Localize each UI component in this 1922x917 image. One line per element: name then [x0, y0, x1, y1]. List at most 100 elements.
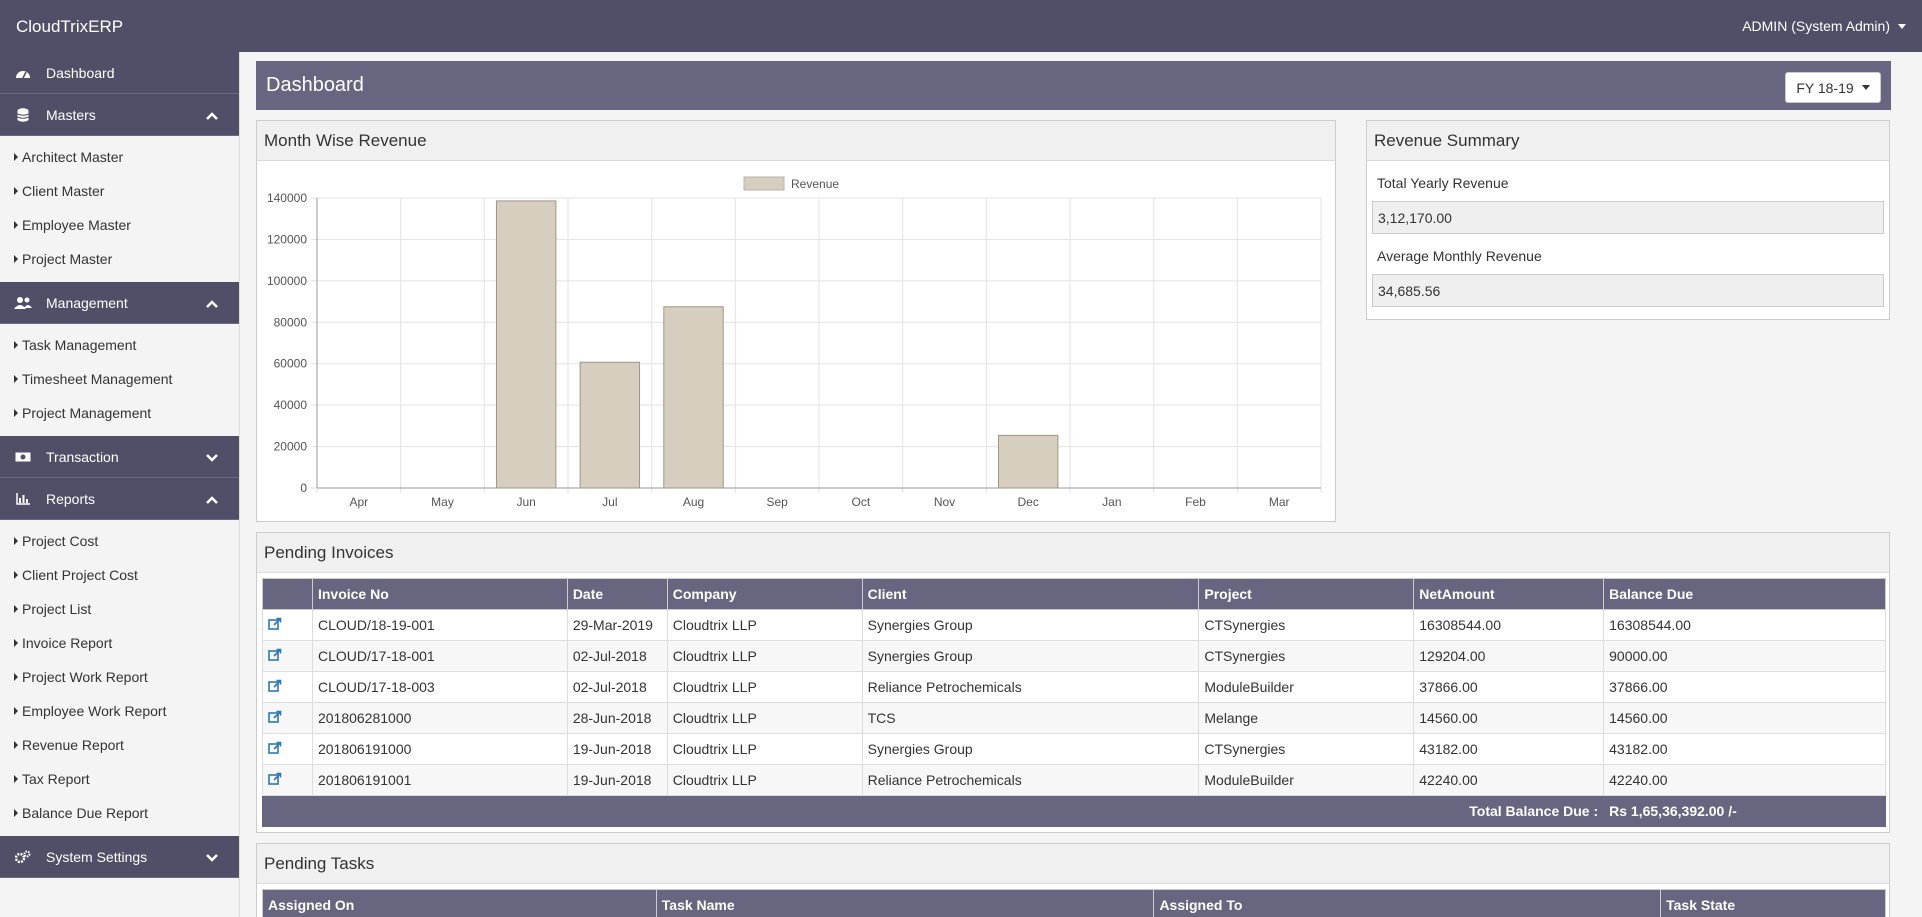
sidebar-item-label: Invoice Report [22, 635, 113, 651]
user-name: ADMIN (System Admin) [1742, 18, 1890, 34]
sidebar-item-tax-report[interactable]: Tax Report [0, 762, 239, 796]
sidebar-item-timesheet-management[interactable]: Timesheet Management [0, 362, 239, 396]
table-cell: 19-Jun-2018 [566, 733, 668, 765]
external-link-icon[interactable] [268, 679, 282, 693]
total-balance-due-value: Rs 1,65,36,392.00 /- [1603, 795, 1886, 827]
legend-swatch [743, 176, 785, 191]
sidebar-item-dashboard[interactable]: Dashboard [0, 52, 239, 94]
table-cell: Cloudtrix LLP [666, 733, 863, 765]
sidebar-item-label: Client Project Cost [22, 567, 138, 583]
pending-tasks-table: Assigned On Task Name Assigned To Task S… [262, 889, 1886, 917]
table-cell: 29-Mar-2019 [566, 609, 668, 641]
user-menu[interactable]: ADMIN (System Admin) [1742, 18, 1906, 34]
sidebar-item-client-project-cost[interactable]: Client Project Cost [0, 558, 239, 592]
external-link-icon[interactable] [268, 617, 282, 631]
page-title: Dashboard [266, 74, 364, 96]
sidebar-item-architect-master[interactable]: Architect Master [0, 140, 239, 174]
sidebar-group-management[interactable]: Management [0, 282, 239, 324]
pending-tasks-panel: Pending Tasks Assigned On Task Name Assi… [256, 843, 1890, 917]
sidebar-item-project-work-report[interactable]: Project Work Report [0, 660, 239, 694]
caret-right-icon [14, 571, 18, 579]
table-cell: 02-Jul-2018 [566, 640, 668, 672]
caret-right-icon [14, 673, 18, 681]
caret-right-icon [14, 741, 18, 749]
caret-right-icon [14, 775, 18, 783]
table-cell: CLOUD/17-18-001 [311, 640, 568, 672]
revenue-chart: 0 20000 40000 60000 80000 100000 120000 140000 A… [267, 176, 1322, 509]
chevron-up-icon [205, 492, 219, 508]
open-invoice-cell [262, 764, 313, 796]
sidebar-item-client-master[interactable]: Client Master [0, 174, 239, 208]
column-header[interactable]: NetAmount [1413, 578, 1605, 610]
month-wise-revenue-panel: Month Wise Revenue 0 20000 40000 60000 80000… [256, 120, 1336, 522]
sidebar-item-revenue-report[interactable]: Revenue Report [0, 728, 239, 762]
sidebar-item-label: Revenue Report [22, 737, 124, 753]
column-header[interactable]: Client [861, 578, 1200, 610]
table-cell: 43182.00 [1603, 733, 1886, 765]
sidebar-item-task-management[interactable]: Task Management [0, 328, 239, 362]
sidebar-item-balance-due-report[interactable]: Balance Due Report [0, 796, 239, 830]
table-cell: Reliance Petrochemicals [861, 671, 1200, 703]
table-row: CLOUD/17-18-003 02-Jul-2018 Cloudtrix LLP R… [262, 671, 1886, 703]
page-header: Dashboard FY 18-19 [256, 61, 1891, 110]
sidebar-item-project-cost[interactable]: Project Cost [0, 524, 239, 558]
y-tick-label: 100000 [267, 274, 307, 288]
sidebar-item-project-master[interactable]: Project Master [0, 242, 239, 276]
sidebar-item-employee-master[interactable]: Employee Master [0, 208, 239, 242]
bar-dec [997, 434, 1059, 489]
column-header[interactable]: Date [566, 578, 668, 610]
sidebar-item-project-management[interactable]: Project Management [0, 396, 239, 430]
sidebar-item-label: Project Cost [22, 533, 99, 549]
table-cell: 16308544.00 [1413, 609, 1605, 641]
pending-invoices-panel: Pending Invoices Invoice No Date Company… [256, 532, 1890, 833]
table-cell: 129204.00 [1413, 640, 1605, 672]
caret-right-icon [14, 153, 18, 161]
table-cell: 02-Jul-2018 [566, 671, 668, 703]
caret-right-icon [14, 809, 18, 817]
chevron-down-icon [205, 850, 219, 866]
app-brand[interactable]: CloudTrixERP [16, 17, 124, 36]
caret-down-icon [1861, 85, 1870, 90]
column-header[interactable]: Task Name [655, 889, 1155, 917]
chevron-down-icon [205, 450, 219, 466]
column-header[interactable]: Project [1198, 578, 1415, 610]
x-tick-label: Mar [1269, 495, 1290, 509]
external-link-icon[interactable] [268, 648, 282, 662]
sidebar-item-invoice-report[interactable]: Invoice Report [0, 626, 239, 660]
sidebar-item-label: Reports [46, 490, 96, 507]
column-header[interactable]: Invoice No [311, 578, 568, 610]
column-header[interactable]: Task State [1660, 889, 1886, 917]
caret-right-icon [14, 409, 18, 417]
sidebar-group-transaction[interactable]: Transaction [0, 436, 239, 478]
column-header[interactable]: Company [666, 578, 863, 610]
sidebar-item-label: Project Work Report [22, 669, 148, 685]
external-link-icon[interactable] [268, 741, 282, 755]
management-submenu: Task Management Timesheet Management Pro… [0, 324, 239, 436]
external-link-icon[interactable] [268, 772, 282, 786]
open-invoice-cell [262, 702, 313, 734]
sidebar-group-masters[interactable]: Masters [0, 94, 239, 136]
sidebar-item-employee-work-report[interactable]: Employee Work Report [0, 694, 239, 728]
table-cell: 42240.00 [1413, 764, 1605, 796]
fiscal-year-dropdown[interactable]: FY 18-19 [1785, 72, 1881, 103]
x-tick-label: Feb [1185, 495, 1206, 509]
sidebar-item-project-list[interactable]: Project List [0, 592, 239, 626]
table-header-row: Invoice No Date Company Client Project N… [262, 578, 1886, 610]
column-header[interactable]: Assigned To [1153, 889, 1662, 917]
table-cell: CLOUD/17-18-003 [311, 671, 568, 703]
fiscal-year-value: FY 18-19 [1796, 79, 1854, 96]
table-cell: Melange [1198, 702, 1415, 734]
table-cell: 90000.00 [1603, 640, 1886, 672]
column-header[interactable]: Balance Due [1603, 578, 1886, 610]
users-icon [14, 296, 32, 310]
sidebar-group-reports[interactable]: Reports [0, 478, 239, 520]
sidebar-item-label: Dashboard [46, 64, 115, 81]
external-link-icon[interactable] [268, 710, 282, 724]
bar-chart-icon [14, 492, 32, 506]
table-cell: Synergies Group [861, 640, 1200, 672]
column-header[interactable]: Assigned On [262, 889, 657, 917]
sidebar-group-system-settings[interactable]: System Settings [0, 836, 239, 878]
total-yearly-revenue-field: 3,12,170.00 [1372, 201, 1884, 234]
total-balance-due-label: Total Balance Due : [261, 795, 1605, 827]
x-tick-label: Jun [516, 495, 535, 509]
